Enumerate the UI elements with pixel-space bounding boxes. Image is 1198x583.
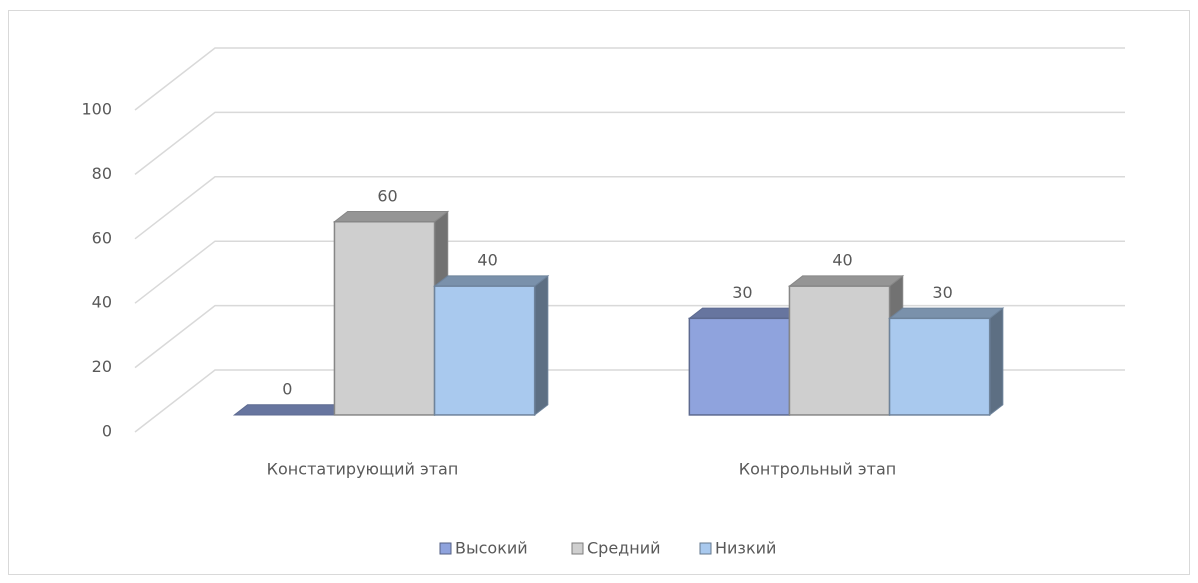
x-tick-label: Контрольный этап bbox=[739, 460, 896, 479]
bar-top bbox=[787, 275, 905, 287]
y-tick-label: 60 bbox=[92, 228, 112, 247]
x-tick-label: Констатирующий этап bbox=[267, 460, 459, 479]
bar-top bbox=[232, 404, 350, 416]
bar bbox=[888, 317, 991, 416]
grid-line bbox=[134, 176, 1125, 240]
bar bbox=[788, 285, 891, 416]
grid-line bbox=[134, 111, 1125, 175]
legend-swatch bbox=[699, 542, 712, 555]
data-label: 40 bbox=[477, 251, 497, 270]
bar-side bbox=[534, 274, 549, 416]
chart-border bbox=[8, 10, 1190, 575]
y-tick-label: 20 bbox=[92, 357, 112, 376]
bar-top bbox=[687, 307, 805, 319]
data-label: 40 bbox=[832, 251, 852, 270]
legend-swatch bbox=[439, 542, 452, 555]
bar-top bbox=[332, 211, 450, 223]
bar-top bbox=[433, 275, 550, 287]
bar bbox=[333, 221, 436, 416]
data-label: 30 bbox=[732, 283, 752, 302]
legend-label: Низкий bbox=[715, 539, 776, 558]
y-tick-label: 100 bbox=[81, 100, 112, 119]
legend-swatch bbox=[571, 542, 584, 555]
legend-label: Высокий bbox=[455, 539, 528, 558]
y-tick-label: 0 bbox=[102, 422, 112, 441]
bar bbox=[433, 285, 536, 416]
data-label: 30 bbox=[932, 283, 952, 302]
bar bbox=[688, 317, 791, 416]
bar-top bbox=[888, 307, 1005, 319]
grid-line bbox=[134, 47, 1125, 111]
y-tick-label: 40 bbox=[92, 293, 112, 312]
grid-line bbox=[134, 240, 1125, 304]
bar-side bbox=[989, 307, 1004, 416]
legend-label: Средний bbox=[587, 539, 661, 558]
y-tick-label: 80 bbox=[92, 164, 112, 183]
data-label: 0 bbox=[282, 379, 292, 398]
data-label: 60 bbox=[377, 186, 397, 205]
